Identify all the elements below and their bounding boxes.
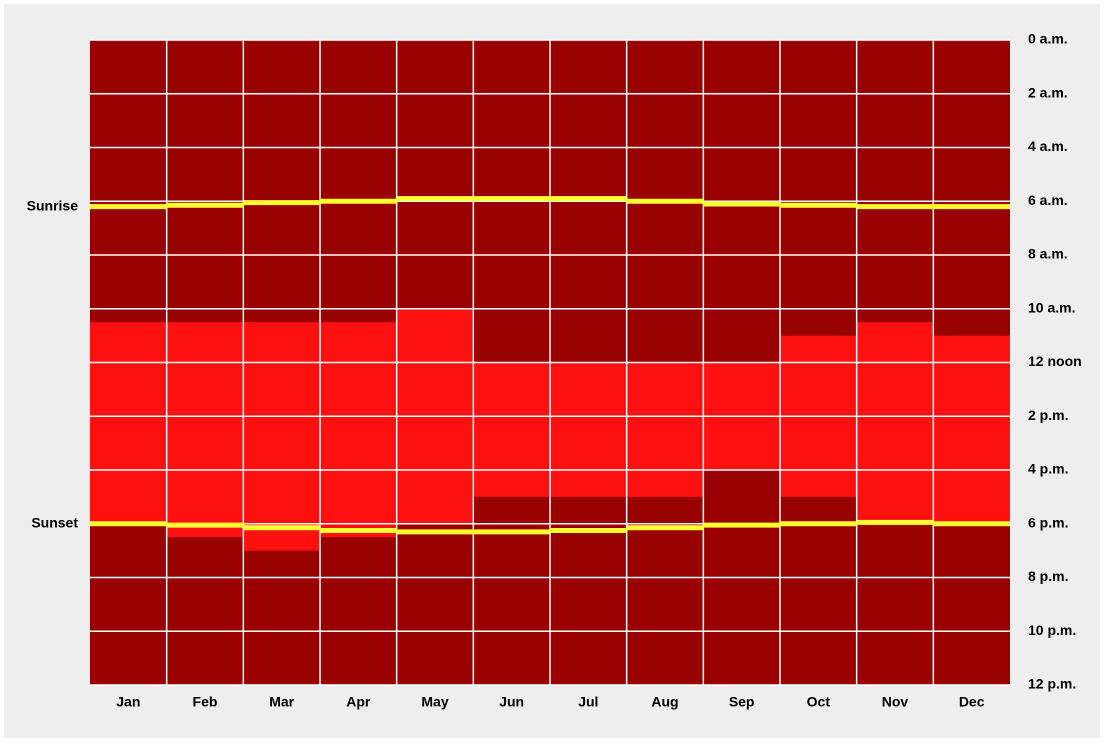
y-tick-label: 10 p.m. bbox=[1028, 622, 1076, 638]
y-tick-label: 6 a.m. bbox=[1028, 192, 1068, 208]
active-band bbox=[320, 322, 397, 538]
x-tick-label: May bbox=[421, 694, 448, 710]
y-tick-label: 2 a.m. bbox=[1028, 84, 1068, 100]
y-tick-label: 8 a.m. bbox=[1028, 246, 1068, 262]
active-band bbox=[550, 362, 627, 497]
x-tick-label: Jul bbox=[578, 694, 598, 710]
x-tick-label: Sep bbox=[729, 694, 755, 710]
series-label: Sunrise bbox=[27, 197, 79, 213]
x-tick-label: Apr bbox=[346, 694, 371, 710]
active-band bbox=[933, 335, 1010, 524]
active-band bbox=[473, 362, 550, 497]
active-band bbox=[243, 322, 320, 551]
x-tick-label: Feb bbox=[193, 694, 218, 710]
y-tick-label: 12 p.m. bbox=[1028, 676, 1076, 692]
y-tick-label: 12 noon bbox=[1028, 353, 1082, 369]
x-tick-label: Aug bbox=[651, 694, 678, 710]
y-tick-label: 6 p.m. bbox=[1028, 514, 1068, 530]
y-tick-label: 0 a.m. bbox=[1028, 31, 1068, 47]
y-tick-label: 8 p.m. bbox=[1028, 568, 1068, 584]
y-tick-label: 10 a.m. bbox=[1028, 299, 1075, 315]
y-tick-label: 2 p.m. bbox=[1028, 407, 1068, 423]
active-band bbox=[626, 362, 704, 497]
y-tick-label: 4 a.m. bbox=[1028, 138, 1068, 154]
x-tick-label: Oct bbox=[807, 694, 831, 710]
series-label: Sunset bbox=[31, 514, 78, 530]
x-tick-label: Jan bbox=[116, 694, 140, 710]
x-tick-label: Dec bbox=[959, 694, 985, 710]
active-band bbox=[90, 322, 167, 524]
x-tick-label: Jun bbox=[499, 694, 524, 710]
active-band bbox=[166, 322, 244, 538]
x-tick-label: Mar bbox=[269, 694, 294, 710]
active-band bbox=[856, 322, 934, 524]
y-tick-label: 4 p.m. bbox=[1028, 461, 1068, 477]
x-tick-label: Nov bbox=[882, 694, 909, 710]
